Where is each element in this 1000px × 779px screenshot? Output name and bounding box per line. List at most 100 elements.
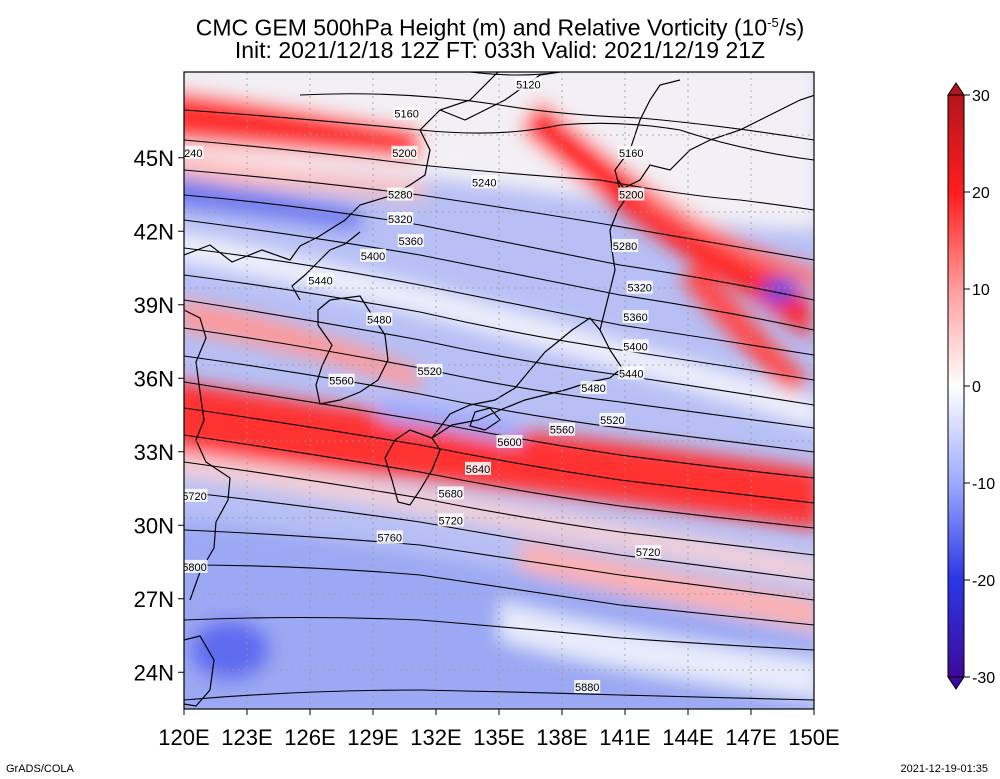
contour-label-bg: [635, 545, 662, 559]
contour-label-bg: [184, 145, 204, 159]
y-tick-label: 42N: [134, 219, 174, 244]
y-tick-label: 33N: [134, 440, 174, 465]
contour-label-bg: [471, 175, 498, 189]
contour-label-bg: [580, 381, 607, 395]
contour-label-bg: [622, 310, 649, 323]
x-tick-label: 135E: [473, 725, 524, 750]
contour-label: 5640: [466, 464, 490, 476]
colorbar-tick-label: -20: [972, 573, 995, 590]
footer-timestamp: 2021-12-19-01:35: [900, 763, 988, 775]
contour-label: 5200: [392, 148, 416, 160]
x-tick-label: 129E: [347, 725, 398, 750]
contour-label: 5280: [388, 190, 412, 202]
y-tick-label: 39N: [134, 293, 174, 318]
contour-label: 5680: [438, 488, 462, 500]
colorbar-tick-label: 10: [972, 282, 990, 299]
height-contours: [184, 72, 814, 701]
contour-label: 5720: [636, 547, 660, 559]
colorbar-tick-label: 0: [972, 379, 981, 396]
contour-label-bg: [465, 461, 491, 475]
y-tick-label: 27N: [134, 587, 174, 612]
contour-label-bg: [397, 234, 424, 248]
contour-label-bg: [437, 486, 464, 500]
contour-label: 5480: [581, 383, 605, 395]
vorticity-field: 5120 5160 5160 5200 5200 5240 5240 5280 5280 5320…: [178, 72, 814, 709]
grid-lines: [184, 72, 814, 709]
x-tick-label: 150E: [788, 725, 839, 750]
x-tick-label: 138E: [536, 725, 587, 750]
title-suffix: /s): [778, 14, 805, 41]
contour-label: 5720: [438, 515, 462, 527]
contour-label-bg: [515, 77, 542, 91]
contour-label-bg: [599, 412, 626, 426]
contour-label-bg: [360, 248, 386, 262]
contour-label: 5440: [619, 368, 643, 380]
contour-label-bg: [393, 106, 420, 120]
contour-label-bg: [496, 434, 523, 448]
colorbar: 30 20 10 0 -10 -20 -30: [947, 82, 995, 690]
contour-label: 5320: [627, 283, 651, 295]
contour-label-bg: [618, 145, 645, 159]
contour-label-bg: [622, 339, 649, 353]
contour-label: 5400: [623, 341, 647, 353]
chart-subtitle: Init: 2021/12/18 12Z FT: 033h Valid: 202…: [234, 37, 766, 63]
contour-label: 5800: [182, 562, 206, 574]
contour-label-bg: [549, 422, 575, 436]
x-tick-label: 147E: [725, 725, 776, 750]
contour-label-bg: [612, 238, 638, 252]
contour-label-bg: [376, 530, 403, 544]
contour-label: 5120: [516, 79, 540, 91]
contour-label: 5480: [367, 314, 391, 326]
colorbar-tick-label: -10: [972, 476, 995, 493]
contour-label-bg: [387, 187, 414, 201]
contour-label-bg: [328, 373, 355, 387]
contour-label-bg: [391, 145, 418, 159]
contour-label-bg: [437, 513, 464, 527]
title-exponent: -5: [767, 15, 779, 30]
x-tick-label: 144E: [662, 725, 713, 750]
contour-label: 5440: [308, 275, 332, 287]
colorbar-tick-label: -30: [972, 670, 995, 687]
colorbar-bottom-arrow: [947, 676, 965, 690]
contour-label: 5360: [399, 236, 423, 248]
colorbar-top-arrow: [947, 82, 965, 96]
contour-label-bg: [626, 280, 653, 294]
contour-label-bg: [416, 363, 443, 377]
x-tick-label: 132E: [410, 725, 461, 750]
contour-label: 5160: [394, 109, 418, 121]
colorbar-gradient: [947, 94, 965, 678]
contour-label: 5160: [619, 148, 643, 160]
contour-label-bg: [618, 366, 645, 380]
contour-label: 5240: [178, 148, 202, 160]
contour-label: 5520: [600, 415, 624, 427]
contour-label-bg: [574, 679, 601, 693]
x-axis: 120E 123E 126E 129E 132E 135E 138E 141E 144E 147E…: [158, 709, 840, 750]
contour-label: 5240: [472, 177, 496, 189]
contour-label: 5720: [182, 491, 206, 503]
y-tick-label: 36N: [134, 366, 174, 391]
contour-label-layer: 5120 5160 5160 5200 5200 5240 5240 5280 5280 5320…: [178, 77, 662, 694]
contour-label-bg: [184, 559, 208, 573]
y-tick-label: 30N: [134, 513, 174, 538]
colorbar-tick-label: 20: [972, 185, 990, 202]
y-tick-label: 45N: [134, 146, 174, 171]
x-tick-label: 120E: [158, 725, 209, 750]
contour-label: 5760: [378, 533, 402, 545]
chart-title: CMC GEM 500hPa Height (m) and Relative V…: [0, 10, 1000, 41]
contour-label-bg: [184, 488, 208, 502]
contour-label: 5320: [388, 214, 412, 226]
contour-label-bg: [307, 273, 334, 287]
contour-label: 5280: [613, 241, 637, 253]
title-prefix: CMC GEM 500hPa Height (m) and Relative V…: [195, 14, 768, 41]
contour-label: 5880: [575, 682, 599, 694]
contour-label: 5560: [550, 425, 574, 437]
contour-label-bg: [387, 212, 414, 225]
x-tick-label: 123E: [221, 725, 272, 750]
contour-label: 5520: [417, 366, 441, 378]
y-tick-label: 24N: [134, 660, 174, 685]
contour-label-bg: [366, 312, 393, 326]
contour-label: 5560: [329, 376, 353, 388]
contour-label: 5600: [497, 437, 521, 449]
x-tick-label: 141E: [599, 725, 650, 750]
